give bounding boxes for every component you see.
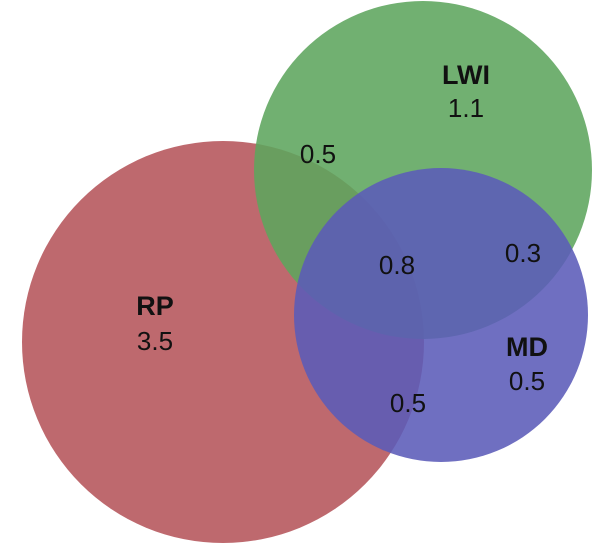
lwi-value: 1.1 bbox=[448, 93, 484, 123]
lwi-md-overlap-value: 0.3 bbox=[505, 238, 541, 268]
rp-md-overlap-value: 0.5 bbox=[390, 388, 426, 418]
lwi-label: LWI bbox=[442, 60, 490, 90]
md-circle bbox=[294, 168, 588, 462]
rp-lwi-md-overlap-value: 0.8 bbox=[379, 250, 415, 280]
rp-value: 3.5 bbox=[137, 326, 173, 356]
rp-lwi-overlap-value: 0.5 bbox=[300, 139, 336, 169]
md-value: 0.5 bbox=[509, 366, 545, 396]
rp-label: RP bbox=[136, 291, 174, 321]
md-label: MD bbox=[506, 332, 548, 362]
